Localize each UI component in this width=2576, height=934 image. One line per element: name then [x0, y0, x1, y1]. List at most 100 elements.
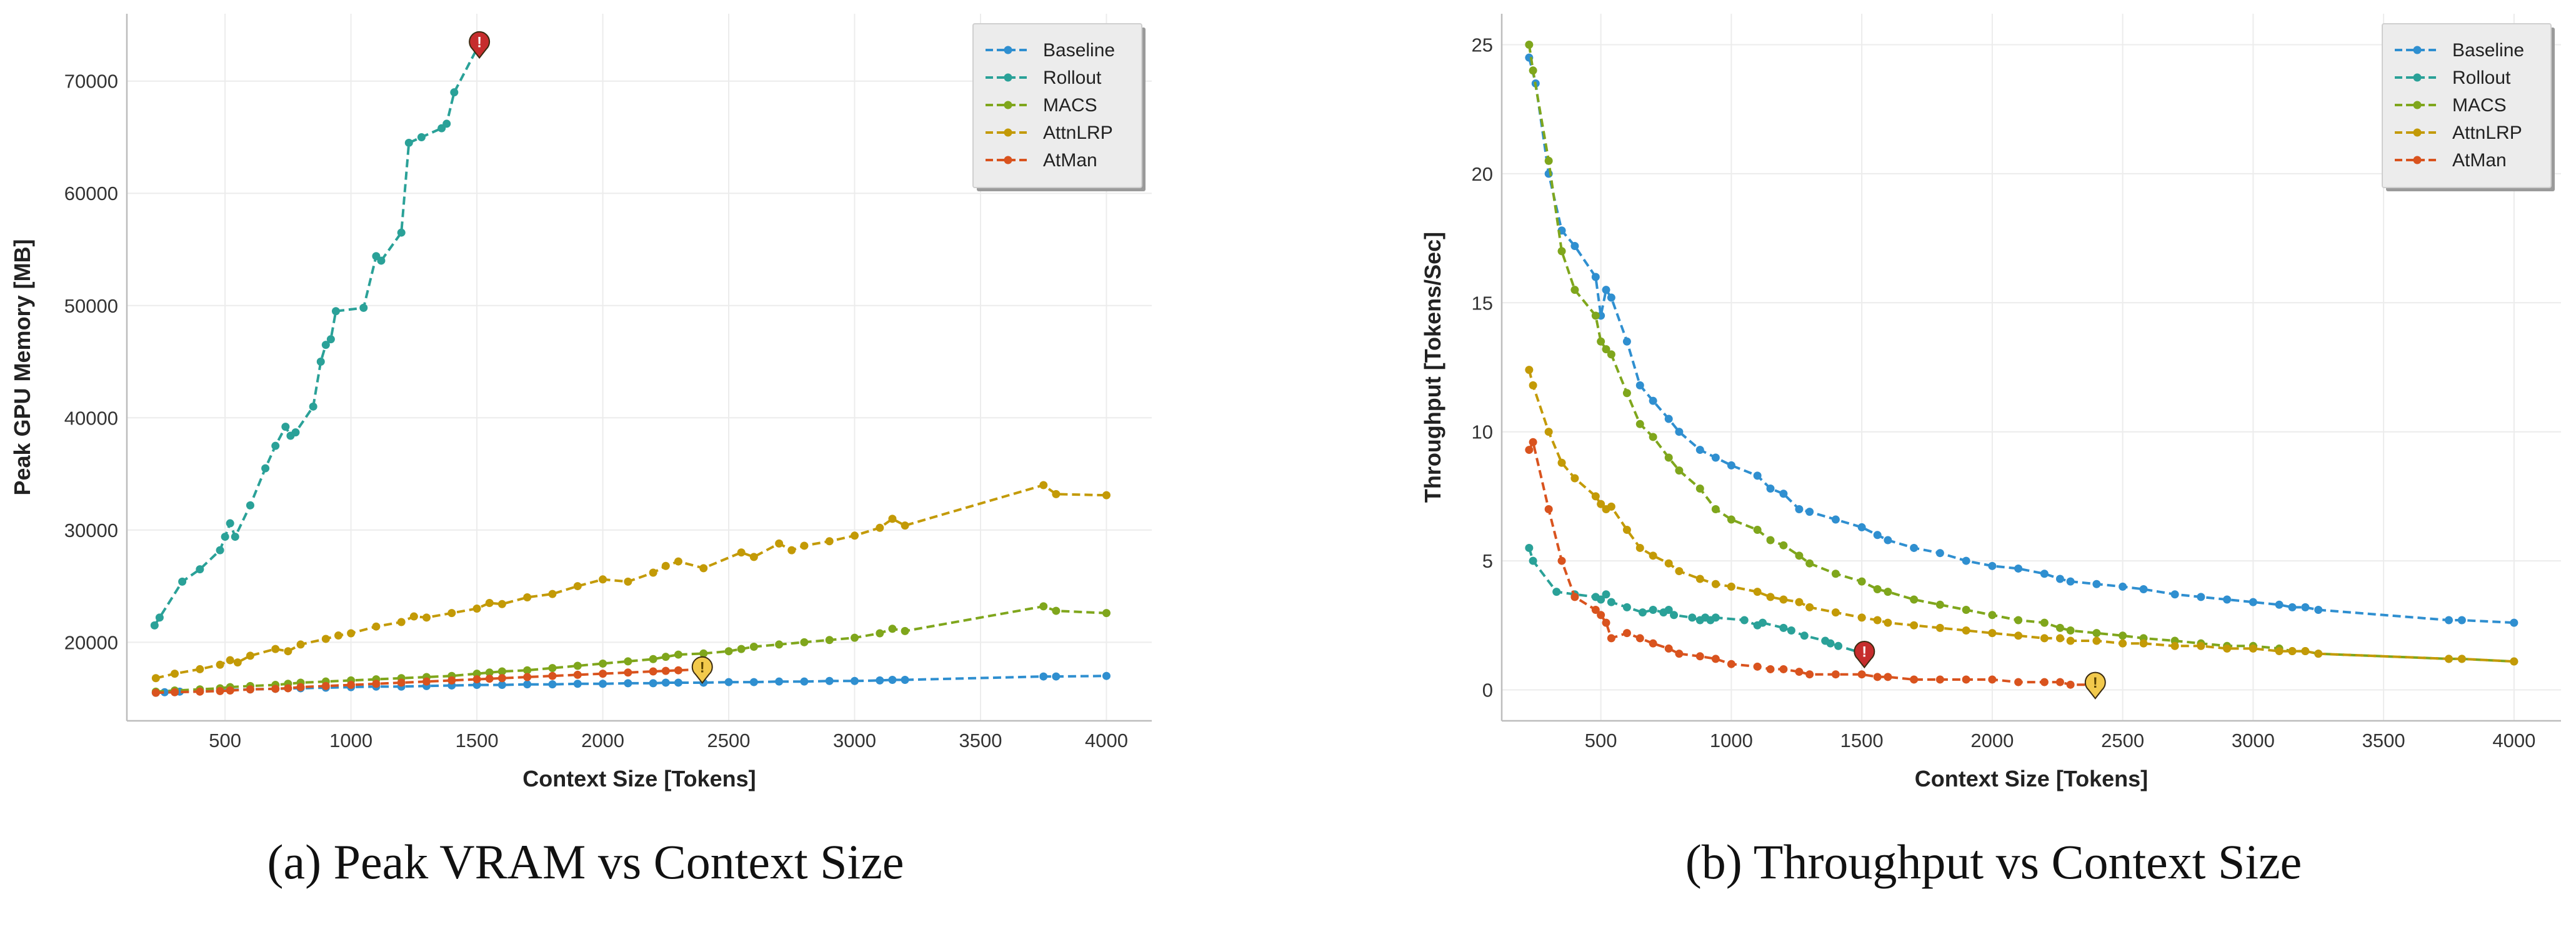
data-point [1570, 474, 1579, 483]
data-point [271, 685, 280, 693]
data-point [281, 423, 290, 431]
data-point [1779, 541, 1788, 550]
data-point [876, 523, 884, 532]
data-point [1649, 639, 1657, 648]
data-point [1758, 618, 1767, 627]
data-point [674, 678, 682, 687]
data-point [2139, 585, 2148, 593]
data-point [485, 675, 494, 683]
y-tick-label: 30000 [64, 520, 118, 541]
data-point [216, 686, 224, 695]
data-point [1805, 670, 1814, 679]
x-tick-label: 3500 [959, 730, 1002, 751]
x-tick-label: 3000 [833, 730, 876, 751]
data-point [573, 670, 582, 679]
data-point [1826, 639, 1835, 648]
data-point [472, 670, 481, 678]
data-point [1607, 350, 1615, 359]
data-point [749, 643, 758, 651]
data-point [599, 659, 607, 668]
x-tick-label: 2500 [2101, 730, 2144, 751]
data-point [472, 681, 481, 690]
data-point [775, 539, 784, 548]
data-point [178, 577, 187, 586]
data-point [599, 680, 607, 688]
data-point [347, 629, 356, 638]
data-point [749, 678, 758, 686]
data-point [661, 666, 670, 675]
data-point [2457, 655, 2466, 663]
x-tick-label: 2000 [1970, 730, 2014, 751]
data-point [2066, 636, 2075, 645]
data-point [1884, 536, 1892, 545]
legend-marker [2413, 46, 2422, 54]
series-attnlrp [1525, 366, 2519, 666]
data-point [1857, 523, 1866, 531]
y-tick-label: 20 [1472, 163, 1493, 185]
legend: Baseline Rollout MACS AttnLRP AtMan [2382, 23, 2555, 191]
data-point [1988, 629, 1997, 638]
data-point [321, 681, 330, 690]
data-point [1935, 623, 1944, 632]
data-point [1597, 611, 1605, 620]
data-point [1557, 556, 1566, 565]
data-point [1766, 665, 1775, 673]
y-tick-label: 20000 [64, 631, 118, 653]
x-tick-label: 500 [209, 730, 241, 751]
data-point [472, 604, 481, 613]
data-point [876, 676, 884, 685]
legend-box [2382, 23, 2552, 188]
data-point [699, 649, 708, 658]
data-point [548, 664, 557, 673]
warning-pin-icon: ! [469, 31, 491, 59]
data-point [1873, 616, 1882, 625]
panel-b-throughput: 500 1000 1500 2000 2500 3000 3500 4000 0 5 10 15 20 2… [1420, 14, 2561, 889]
data-point [1635, 634, 1644, 643]
legend-label: Baseline [1043, 40, 1115, 61]
data-point [1695, 485, 1704, 493]
data-point [2444, 616, 2453, 625]
data-point [1711, 613, 1720, 622]
data-point [296, 640, 305, 649]
data-point [2275, 600, 2284, 609]
data-point [1649, 606, 1657, 615]
data-point [548, 680, 557, 689]
x-tick-label: 1000 [329, 730, 372, 751]
data-point [1805, 603, 1814, 611]
y-tick-label: 0 [1482, 679, 1493, 701]
data-point [2197, 641, 2205, 650]
data-point [226, 519, 234, 528]
data-point [321, 341, 330, 349]
data-point [233, 658, 242, 667]
data-point [1688, 613, 1697, 622]
data-point [1622, 629, 1631, 638]
data-point [674, 557, 682, 566]
data-point [800, 638, 809, 646]
data-point [485, 599, 494, 607]
series-line [156, 605, 1107, 693]
data-point [1102, 609, 1111, 618]
data-point [888, 625, 897, 633]
data-point [1962, 626, 1970, 635]
data-point [737, 645, 746, 653]
data-point [2014, 564, 2023, 573]
legend-label: Rollout [2452, 68, 2511, 88]
data-point [624, 577, 632, 586]
legend: Baseline Rollout MACS AttnLRP AtMan [972, 23, 1146, 191]
data-point [1039, 672, 1048, 681]
data-point [749, 553, 758, 561]
data-point [309, 402, 317, 411]
data-point [1988, 675, 1997, 684]
data-point [1591, 273, 1600, 281]
data-point [1039, 481, 1048, 490]
data-point [1831, 515, 1840, 524]
data-point [1529, 556, 1537, 565]
data-point [1525, 41, 1534, 49]
data-point [347, 681, 356, 690]
legend-marker [1004, 46, 1012, 54]
y-tick-label: 5 [1482, 550, 1493, 572]
data-point [624, 657, 632, 666]
data-point [1910, 595, 1919, 604]
data-point [1805, 559, 1814, 568]
data-point [271, 645, 280, 653]
